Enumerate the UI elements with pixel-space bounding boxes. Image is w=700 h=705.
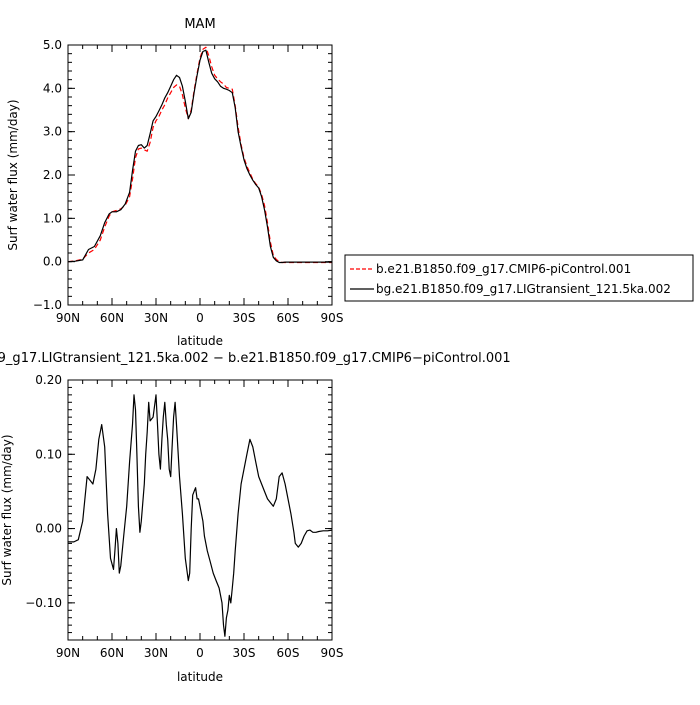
panel-2-frame — [67, 379, 333, 641]
x-tick-label: 0 — [196, 311, 204, 325]
x-tick-label: 60S — [277, 311, 300, 325]
y-tick-label: 0.20 — [35, 373, 62, 387]
x-tick-label: 30S — [233, 646, 256, 660]
x-tick-label: 90N — [56, 646, 80, 660]
y-tick-label: 0.0 — [43, 255, 62, 269]
x-tick-label: 30S — [233, 311, 256, 325]
series-line-0 — [67, 46, 332, 264]
series-line-0 — [68, 394, 333, 637]
legend-box — [344, 254, 694, 302]
x-tick-label: 90S — [321, 311, 344, 325]
panel-1-lines — [67, 46, 332, 264]
y-tick-label: 5.0 — [43, 38, 62, 52]
x-tick-label: 30N — [144, 311, 168, 325]
y-tick-label: −1.0 — [33, 298, 62, 312]
panel-1-ticks: 90N 60N 30N 0 30S 60S 90S −1.0 0.0 1.0 2.0 3.0 4.0 5.… — [33, 38, 344, 325]
legend-entry-ligtransient: bg.e21.B1850.f09_g17.LIGtransient_121.5k… — [376, 282, 671, 296]
y-tick-label: 1.0 — [43, 211, 62, 225]
x-tick-label: 30N — [144, 646, 168, 660]
x-tick-label: 0 — [196, 646, 204, 660]
y-tick-label: 3.0 — [43, 125, 62, 139]
y-tick-label: 2.0 — [43, 168, 62, 182]
panel-2-title: bg.e21.B1850.f09_g17.LIGtransient_121.5k… — [0, 351, 511, 366]
x-tick-label: 60N — [100, 311, 124, 325]
legend: b.e21.B1850.f09_g17.CMIP6-piControl.001 … — [344, 254, 694, 302]
series-line-1 — [67, 49, 332, 264]
panel-1-frame — [67, 44, 333, 306]
panel-1-mam: MAM Surf water flux (mm/day) latitude 90… — [6, 17, 343, 348]
panel-2-lines — [68, 394, 333, 637]
panel-1-title: MAM — [184, 17, 215, 32]
y-tick-label: −0.10 — [25, 596, 62, 610]
y-tick-label: 4.0 — [43, 81, 62, 95]
panel-1-x-axis-label: latitude — [177, 334, 223, 348]
legend-entry-picontrol: b.e21.B1850.f09_g17.CMIP6-piControl.001 — [376, 262, 631, 276]
panel-2-difference: bg.e21.B1850.f09_g17.LIGtransient_121.5k… — [0, 351, 511, 684]
panel-2-ticks: 90N 60N 30N 0 30S 60S 90S −0.10 0.00 0.10 0.20 — [25, 373, 343, 660]
x-tick-label: 90S — [321, 646, 344, 660]
y-tick-label: 0.00 — [35, 522, 62, 536]
x-tick-label: 60N — [100, 646, 124, 660]
x-tick-label: 90N — [56, 311, 80, 325]
panel-2-x-axis-label: latitude — [177, 670, 223, 684]
panel-1-y-axis-label: Surf water flux (mm/day) — [6, 99, 20, 250]
panel-2-y-axis-label: Surf water flux (mm/day) — [0, 434, 14, 585]
x-tick-label: 60S — [277, 646, 300, 660]
y-tick-label: 0.10 — [35, 447, 62, 461]
